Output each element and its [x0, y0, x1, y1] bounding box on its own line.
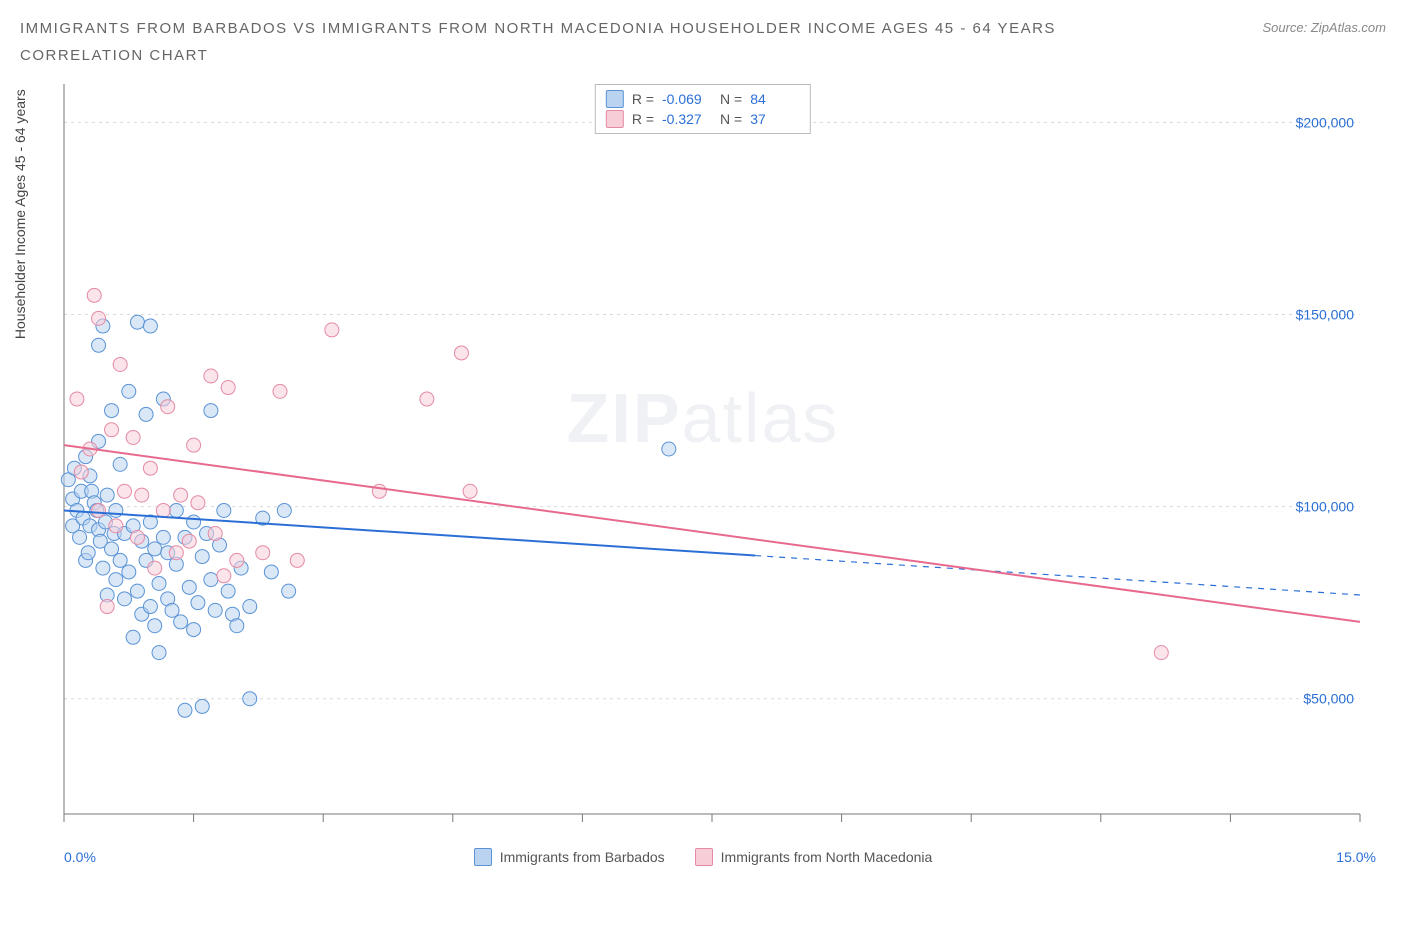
x-axis-max: 15.0%: [1336, 849, 1376, 865]
source-name: ZipAtlas.com: [1311, 20, 1386, 35]
scatter-chart: $50,000 $100,000 $150,000 $200,000: [20, 84, 1380, 844]
title-block: IMMIGRANTS FROM BARBADOS VS IMMIGRANTS F…: [20, 20, 1056, 64]
corr-row-macedonia: R = -0.327 N = 37: [606, 109, 800, 129]
legend-label-barbados: Immigrants from Barbados: [500, 849, 665, 865]
n-label: N =: [720, 91, 742, 107]
chart-area: Householder Income Ages 45 - 64 years ZI…: [20, 84, 1386, 844]
svg-text:$150,000: $150,000: [1296, 307, 1355, 323]
r-value-macedonia: -0.327: [662, 111, 712, 127]
r-label: R =: [632, 91, 654, 107]
chart-subtitle: CORRELATION CHART: [20, 47, 1056, 64]
source-attribution: Source: ZipAtlas.com: [1262, 20, 1386, 35]
svg-text:$100,000: $100,000: [1296, 499, 1355, 515]
legend-item-barbados: Immigrants from Barbados: [474, 848, 665, 866]
n-value-macedonia: 37: [750, 111, 800, 127]
n-value-barbados: 84: [750, 91, 800, 107]
r-value-barbados: -0.069: [662, 91, 712, 107]
svg-text:$50,000: $50,000: [1303, 691, 1354, 707]
n-label: N =: [720, 111, 742, 127]
source-prefix: Source:: [1262, 20, 1310, 35]
legend-item-macedonia: Immigrants from North Macedonia: [695, 848, 933, 866]
correlation-legend: R = -0.069 N = 84 R = -0.327 N = 37: [595, 84, 811, 134]
x-axis-min: 0.0%: [64, 849, 96, 865]
legend-label-macedonia: Immigrants from North Macedonia: [721, 849, 933, 865]
y-axis-label: Householder Income Ages 45 - 64 years: [12, 89, 28, 339]
chart-title: IMMIGRANTS FROM BARBADOS VS IMMIGRANTS F…: [20, 20, 1056, 37]
legend-swatch-macedonia: [695, 848, 713, 866]
corr-row-barbados: R = -0.069 N = 84: [606, 89, 800, 109]
bottom-legend: 0.0% Immigrants from Barbados Immigrants…: [20, 848, 1386, 866]
svg-text:$200,000: $200,000: [1296, 114, 1355, 130]
legend-swatch-barbados: [474, 848, 492, 866]
header: IMMIGRANTS FROM BARBADOS VS IMMIGRANTS F…: [20, 20, 1386, 64]
r-label: R =: [632, 111, 654, 127]
swatch-barbados: [606, 90, 624, 108]
swatch-macedonia: [606, 110, 624, 128]
